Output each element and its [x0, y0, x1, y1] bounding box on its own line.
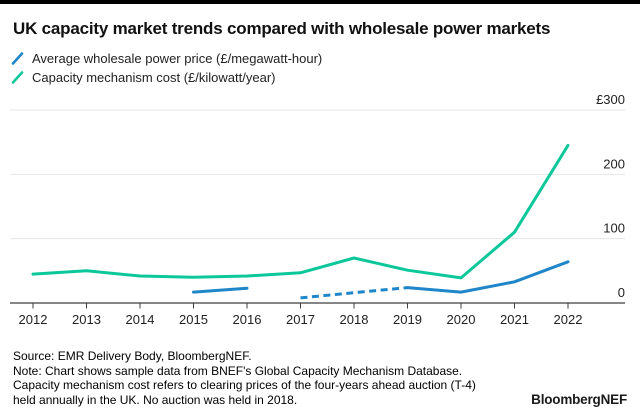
source-text: Source: EMR Delivery Body, BloombergNEF. — [13, 349, 252, 363]
x-tick-label: 2022 — [554, 312, 583, 327]
y-tick-label: £300 — [596, 92, 625, 107]
y-tick-label: 200 — [603, 156, 625, 171]
series-line-wholesale-price-dashed — [300, 286, 408, 300]
legend-item-wholesale-price: Average wholesale power price (£/megawat… — [11, 49, 322, 68]
x-tick-label: 2018 — [340, 312, 369, 327]
footnote-block: Source: EMR Delivery Body, BloombergNEF.… — [13, 349, 495, 407]
x-tick-label: 2016 — [233, 312, 262, 327]
x-tick-label: 2020 — [447, 312, 476, 327]
top-black-bar — [0, 0, 640, 4]
line-segment-icon — [11, 71, 24, 84]
note-text: Note: Chart shows sample data from BNEF'… — [13, 363, 476, 407]
x-tick-label: 2012 — [19, 312, 48, 327]
x-tick-label: 2013 — [72, 312, 101, 327]
series-line-capacity-cost — [31, 143, 570, 280]
line-chart-plot-area: 0 100 200 £300 2012 2013 2014 2015 2016 2017 2018 2… — [10, 92, 625, 327]
legend-label-wholesale-price: Average wholesale power price (£/megawat… — [32, 51, 323, 66]
legend-label-capacity-cost: Capacity mechanism cost (£/kilowatt/year… — [32, 70, 276, 85]
x-tick-label: 2017 — [286, 312, 315, 327]
x-tick-label: 2014 — [126, 312, 155, 327]
x-tick-label: 2021 — [500, 312, 529, 327]
x-tick-label: 2015 — [179, 312, 208, 327]
y-tick-label: 0 — [618, 285, 625, 300]
series-line-wholesale-price — [192, 286, 249, 294]
legend-item-capacity-cost: Capacity mechanism cost (£/kilowatt/year… — [11, 68, 322, 87]
x-tick-label: 2019 — [393, 312, 422, 327]
chart-title: UK capacity market trends compared with … — [13, 19, 551, 38]
y-tick-label: 100 — [603, 221, 625, 236]
series-line-wholesale-price — [406, 260, 570, 294]
line-segment-icon — [11, 52, 24, 65]
legend: Average wholesale power price (£/megawat… — [11, 49, 322, 87]
bloombergnef-logo: BloombergNEF — [531, 392, 627, 407]
